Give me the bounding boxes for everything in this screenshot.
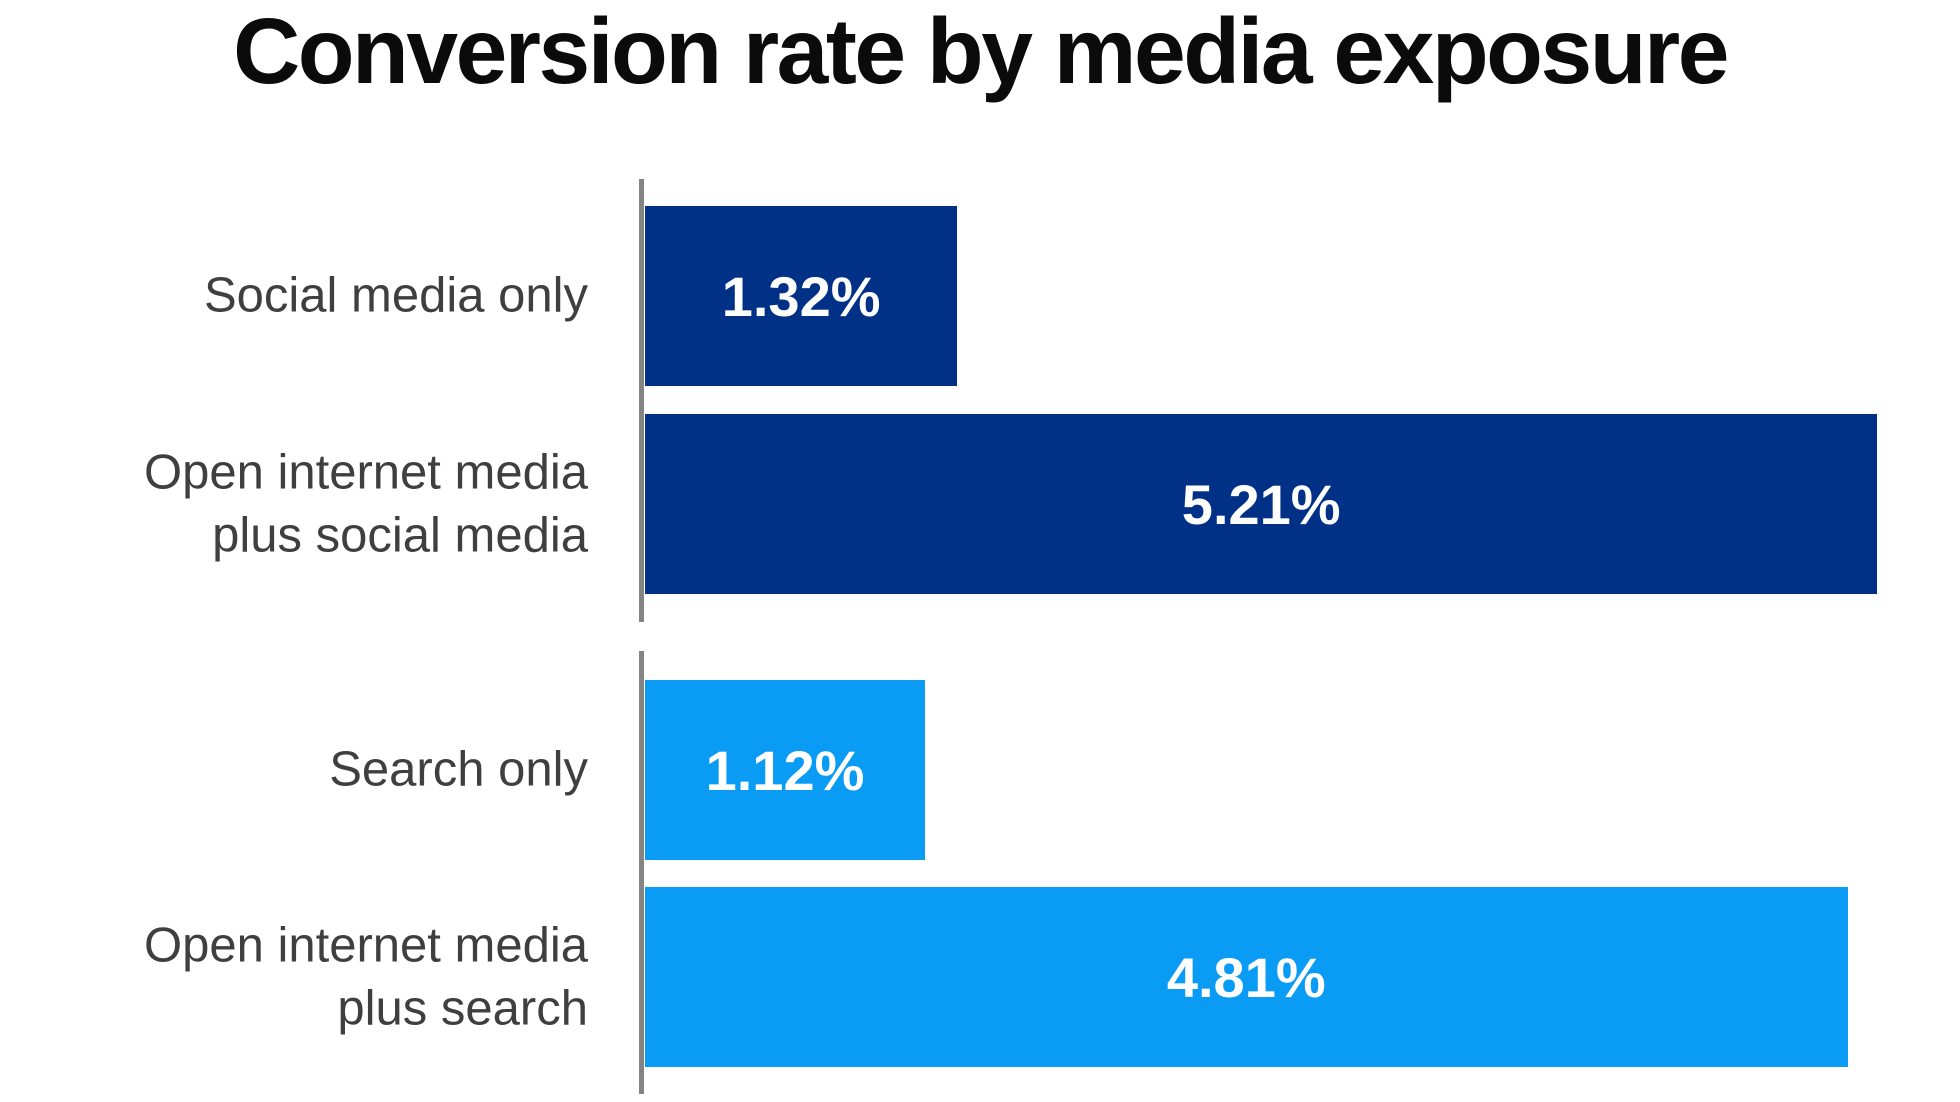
bar-value-label: 1.12% [705, 738, 865, 802]
category-label-line: Search only [329, 742, 588, 797]
bar-search-only: 1.12% [645, 680, 925, 860]
axis-line-social-group [639, 179, 644, 622]
bar-value-label: 5.21% [1181, 472, 1341, 536]
category-label-search-only: Search only [0, 739, 588, 802]
category-label-open-internet-plus-search: Open internet media plus search [0, 914, 588, 1039]
bar-value-label: 1.32% [721, 264, 881, 328]
category-label-open-internet-plus-social: Open internet media plus social media [0, 441, 588, 566]
bar-open-internet-plus-social: 5.21% [645, 414, 1878, 594]
chart-row-search-only: Search only 1.12% [0, 680, 1960, 860]
axis-line-search-group [639, 651, 644, 1094]
bar-social-media-only: 1.32% [645, 206, 958, 386]
page-title: Conversion rate by media exposure [233, 0, 1729, 103]
chart-row-social-media-only: Social media only 1.32% [0, 206, 1960, 386]
category-label-line: plus social media [212, 508, 588, 562]
bar-value-label: 4.81% [1166, 945, 1326, 1009]
category-label-social-media-only: Social media only [0, 265, 588, 328]
chart-row-open-internet-plus-search: Open internet media plus search 4.81% [0, 887, 1960, 1067]
category-label-line: Social media only [203, 268, 588, 323]
category-label-line: Open internet media [144, 445, 588, 500]
category-label-line: Open internet media [144, 918, 588, 973]
chart-row-open-internet-plus-social: Open internet media plus social media 5.… [0, 414, 1960, 594]
category-label-line: plus search [337, 981, 588, 1035]
bar-open-internet-plus-search: 4.81% [645, 887, 1848, 1067]
